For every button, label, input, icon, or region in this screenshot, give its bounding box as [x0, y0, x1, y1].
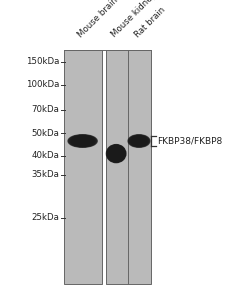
Text: Mouse kidney: Mouse kidney [110, 0, 158, 39]
Ellipse shape [71, 136, 94, 146]
Ellipse shape [106, 145, 126, 163]
Text: 150kDa: 150kDa [26, 57, 60, 66]
Ellipse shape [76, 138, 89, 144]
Ellipse shape [69, 135, 96, 147]
Ellipse shape [111, 149, 121, 158]
Ellipse shape [134, 138, 144, 144]
Ellipse shape [128, 135, 150, 147]
Ellipse shape [110, 148, 122, 159]
Ellipse shape [72, 136, 93, 146]
Ellipse shape [130, 136, 148, 146]
Text: 50kDa: 50kDa [32, 129, 60, 138]
Bar [64, 50, 102, 284]
Text: 40kDa: 40kDa [32, 152, 60, 160]
Ellipse shape [111, 148, 122, 159]
Ellipse shape [108, 146, 124, 161]
Text: Rat brain: Rat brain [133, 5, 167, 39]
Text: Mouse brain: Mouse brain [76, 0, 120, 39]
Text: 100kDa: 100kDa [26, 80, 60, 89]
Ellipse shape [132, 137, 146, 145]
Ellipse shape [109, 147, 123, 160]
Ellipse shape [130, 136, 148, 146]
Text: 35kDa: 35kDa [32, 170, 60, 179]
Text: 25kDa: 25kDa [32, 213, 60, 222]
Ellipse shape [70, 136, 95, 146]
Ellipse shape [113, 150, 120, 157]
Ellipse shape [73, 137, 92, 145]
Ellipse shape [107, 145, 125, 162]
Ellipse shape [68, 135, 97, 147]
Ellipse shape [131, 136, 147, 146]
Ellipse shape [75, 138, 90, 144]
Text: FKBP38/FKBP8: FKBP38/FKBP8 [157, 136, 223, 146]
Ellipse shape [133, 138, 145, 144]
Ellipse shape [129, 135, 149, 147]
Ellipse shape [112, 150, 121, 158]
Text: 70kDa: 70kDa [32, 105, 60, 114]
Bar [106, 50, 151, 284]
Ellipse shape [108, 146, 124, 161]
Ellipse shape [133, 137, 145, 145]
Ellipse shape [74, 137, 91, 145]
